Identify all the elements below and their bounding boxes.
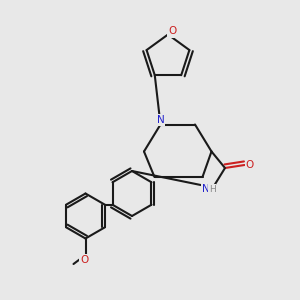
Text: N: N (202, 184, 209, 194)
Text: O: O (246, 160, 254, 170)
Text: H: H (209, 184, 215, 194)
Text: N: N (157, 115, 164, 125)
Text: O: O (168, 26, 177, 37)
Text: O: O (80, 255, 88, 266)
